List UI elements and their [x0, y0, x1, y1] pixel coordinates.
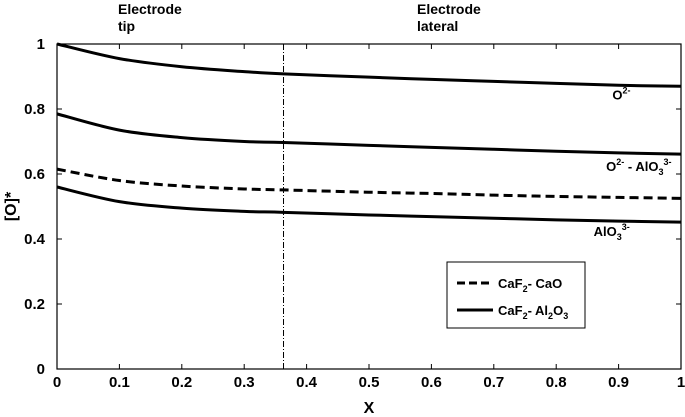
series-line-2: [56, 112, 682, 156]
x-tick-label: 0.5: [359, 374, 380, 391]
legend-label: CaF2- Al2O3: [498, 303, 568, 321]
y-axis-label: [O]*: [3, 191, 20, 221]
y-tick-label: 0.8: [24, 101, 45, 118]
region-label: Electrode: [118, 1, 182, 17]
series-line-1: [56, 42, 682, 88]
region-label: Electrode: [417, 1, 481, 17]
x-tick-label: 0.3: [234, 374, 255, 391]
region-label: tip: [118, 18, 135, 34]
x-axis-label: X: [364, 400, 375, 417]
x-tick-label: 0.2: [171, 374, 192, 391]
y-tick-label: 0.2: [24, 296, 45, 313]
series-line-4: [56, 185, 682, 224]
y-tick-label: 1: [37, 36, 45, 53]
x-tick-label: 0.4: [296, 374, 318, 391]
legend-label: CaF2- CaO: [498, 276, 562, 294]
x-tick-label: 0.8: [546, 374, 567, 391]
region-label: lateral: [417, 18, 458, 34]
series-line-3: [56, 167, 682, 200]
y-tick-label: 0.6: [24, 166, 45, 183]
series-annotation: AlO33-: [594, 222, 630, 242]
x-tick-label: 0.1: [109, 374, 130, 391]
x-tick-label: 0.7: [483, 374, 504, 391]
x-tick-label: 0: [53, 374, 61, 391]
x-tick-label: 1: [677, 374, 685, 391]
x-tick-label: 0.6: [421, 374, 442, 391]
y-tick-label: 0: [37, 361, 45, 378]
y-tick-label: 0.4: [24, 231, 46, 248]
legend-box: [446, 261, 586, 329]
series-annotation: O2- - AlO33-: [606, 157, 671, 177]
x-tick-label: 0.9: [608, 374, 629, 391]
series-annotation: O2-: [612, 85, 630, 102]
